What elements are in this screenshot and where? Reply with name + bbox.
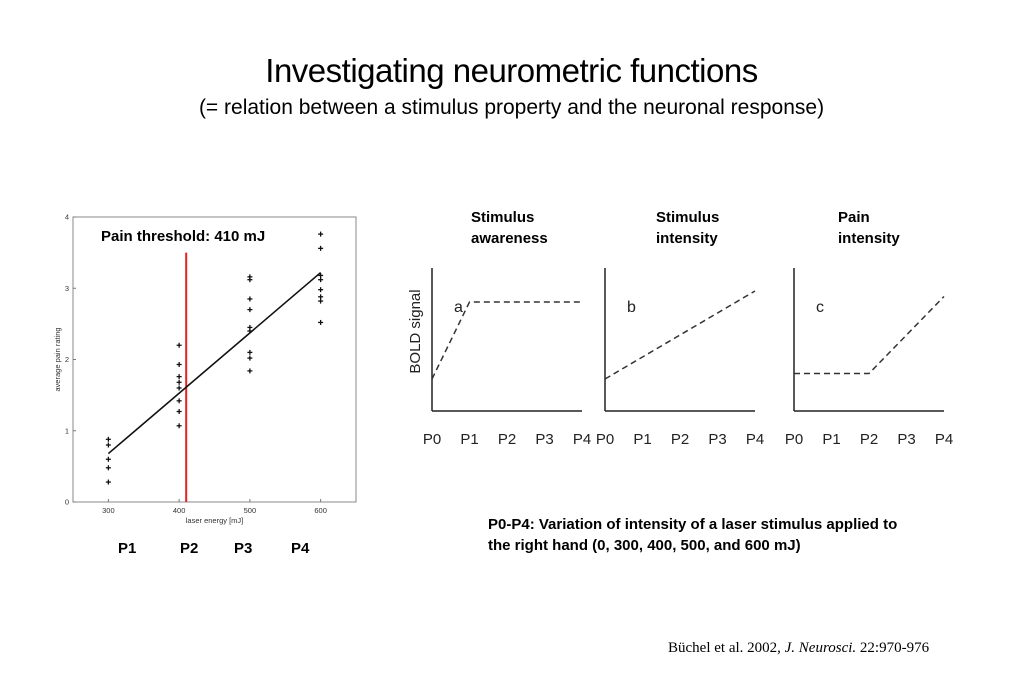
citation-journal: J. Neurosci. (784, 640, 857, 656)
regression-line (107, 271, 322, 455)
stimulus-note: P0-P4: Variation of intensity of a laser… (488, 516, 898, 554)
panel-letter: c (816, 299, 824, 316)
panel-letter: a (454, 299, 463, 316)
panel-x-tick-label: P4 (746, 431, 764, 448)
pain-rating-scatter-chart: 300 400 500 600 0 1 2 3 4 laser energy [mJ] averag… (53, 213, 357, 525)
data-point (247, 349, 253, 355)
threshold-label: Pain threshold: 410 mJ (101, 228, 266, 245)
panel-dashed-line (794, 295, 945, 375)
panel-y-axis-label: BOLD signal (407, 289, 424, 373)
bold-signal-panels: a P0 P1 P2 P3 P4 BOLD signal b P0 P1 P2 P3 P4 c P0 P1 P2… (407, 268, 953, 448)
x-tick-label: 400 (173, 506, 186, 515)
data-point (318, 298, 324, 304)
data-point (247, 277, 253, 283)
plot-frame (72, 216, 357, 503)
data-point (247, 355, 253, 361)
data-point (176, 379, 182, 385)
data-point (176, 342, 182, 348)
data-point (176, 423, 182, 429)
p-label-p4: P4 (291, 540, 310, 557)
citation-authors: Büchel et al. 2002, (668, 640, 785, 656)
p-label-p1: P1 (118, 540, 137, 557)
data-point (318, 277, 324, 283)
panel-x-tick-label: P1 (460, 431, 478, 448)
page-title: Investigating neurometric functions (265, 52, 758, 89)
panel-x-tick-label: P2 (671, 431, 689, 448)
data-point (318, 245, 324, 251)
bold-panel-a: a P0 P1 P2 P3 P4 BOLD signal (407, 268, 591, 448)
panel-x-tick-label: P3 (708, 431, 726, 448)
data-point (105, 442, 111, 448)
y-tick-label: 1 (65, 426, 69, 435)
data-point (176, 361, 182, 367)
panel-header-b-line1: Stimulus (656, 209, 720, 226)
data-point (176, 385, 182, 391)
panel-x-tick-label: P1 (633, 431, 651, 448)
y-axis-label: average pain rating (53, 327, 62, 391)
data-point (247, 328, 253, 334)
data-point (105, 436, 111, 442)
y-tick-label: 0 (65, 498, 69, 507)
x-tick-label: 600 (314, 506, 327, 515)
y-tick-label: 3 (65, 284, 69, 293)
data-point (105, 456, 111, 462)
panel-x-tick-label: P0 (785, 431, 803, 448)
data-point (318, 319, 324, 325)
data-point (247, 368, 253, 374)
panel-x-tick-label: P1 (822, 431, 840, 448)
data-point (176, 409, 182, 415)
p-label-p2: P2 (180, 540, 199, 557)
panel-x-tick-label: P0 (596, 431, 614, 448)
y-tick-label: 2 (65, 355, 69, 364)
panel-header-a-line2: awareness (471, 230, 548, 247)
y-tick-label: 4 (65, 213, 69, 222)
panel-x-tick-label: P2 (498, 431, 516, 448)
data-point (247, 307, 253, 313)
panel-x-tick-label: P4 (935, 431, 953, 448)
panel-header-b-line2: intensity (656, 230, 718, 247)
panel-header-c-line2: intensity (838, 230, 900, 247)
data-point (318, 294, 324, 300)
citation: Büchel et al. 2002, J. Neurosci. 22:970-… (668, 640, 929, 657)
panel-header-a-line1: Stimulus (471, 209, 535, 226)
panel-x-tick-label: P3 (535, 431, 553, 448)
panel-dashed-line (431, 301, 582, 380)
x-tick-label: 500 (244, 506, 257, 515)
data-point (318, 231, 324, 237)
data-point (318, 272, 324, 278)
panel-x-tick-label: P2 (860, 431, 878, 448)
data-point (176, 398, 182, 404)
panel-x-tick-label: P4 (573, 431, 591, 448)
data-point (318, 287, 324, 293)
bold-panel-c: c P0 P1 P2 P3 P4 (785, 268, 953, 448)
panel-dashed-line (604, 290, 756, 380)
data-point (105, 465, 111, 471)
panel-header-c-line1: Pain (838, 209, 870, 226)
data-point (247, 296, 253, 302)
x-axis-label: laser energy [mJ] (186, 516, 244, 525)
data-point (105, 479, 111, 485)
citation-ref: 22:970-976 (856, 640, 930, 656)
panel-x-tick-label: P3 (897, 431, 915, 448)
page-subtitle: (= relation between a stimulus property … (198, 96, 825, 119)
panel-letter: b (627, 299, 636, 316)
panel-header-c: Pain intensity (838, 207, 900, 249)
panel-x-tick-label: P0 (423, 431, 441, 448)
panel-header-b: Stimulus intensity (656, 207, 719, 249)
bold-panel-b: b P0 P1 P2 P3 P4 (596, 268, 764, 448)
data-point (176, 374, 182, 380)
p-label-p3: P3 (234, 540, 253, 557)
x-tick-label: 300 (102, 506, 115, 515)
panel-header-a: Stimulus awareness (471, 207, 548, 249)
